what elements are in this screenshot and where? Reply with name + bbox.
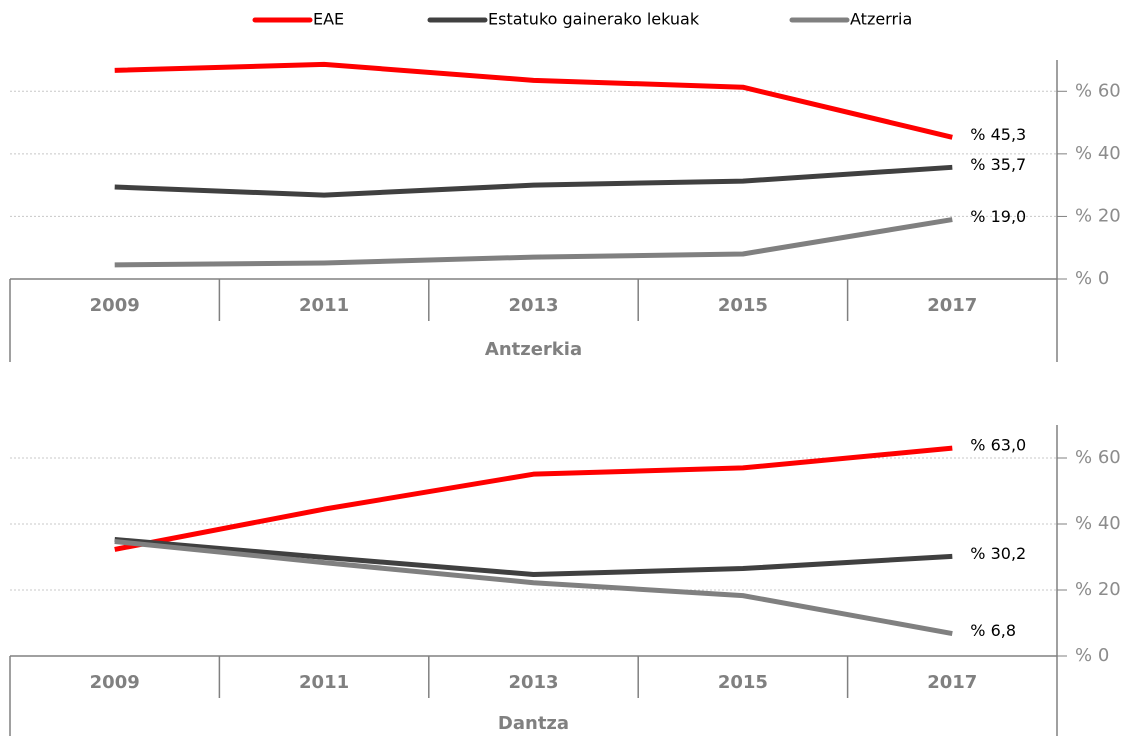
x-tick-label: 2011: [299, 295, 349, 316]
value-label: % 19,0: [970, 207, 1026, 226]
y-tick-label: % 0: [1075, 268, 1109, 289]
x-tick-label: 2015: [718, 672, 768, 693]
series-line: [114, 445, 953, 552]
value-label: % 45,3: [970, 125, 1026, 144]
y-tick-label: % 60: [1075, 80, 1121, 101]
series-line: [114, 164, 953, 198]
value-label: % 30,2: [970, 544, 1026, 563]
legend-label: Atzerria: [850, 10, 912, 29]
group-label: Dantza: [498, 713, 569, 734]
series-line: [114, 539, 953, 637]
y-tick-label: % 20: [1075, 579, 1121, 600]
legend-label: EAE: [313, 10, 344, 29]
series-line: [114, 217, 953, 268]
series-line: [114, 61, 953, 140]
y-tick-label: % 60: [1075, 447, 1121, 468]
value-label: % 35,7: [970, 155, 1026, 174]
legend-label: Estatuko gainerako lekuak: [488, 10, 700, 29]
series-line: [114, 537, 953, 577]
y-tick-label: % 40: [1075, 143, 1121, 164]
x-tick-label: 2017: [927, 295, 977, 316]
x-tick-label: 2011: [299, 672, 349, 693]
value-label: % 63,0: [970, 436, 1026, 455]
x-tick-label: 2017: [927, 672, 977, 693]
value-label: % 6,8: [970, 621, 1016, 640]
y-tick-label: % 0: [1075, 645, 1109, 666]
y-tick-label: % 20: [1075, 205, 1121, 226]
x-tick-label: 2013: [508, 295, 558, 316]
x-tick-label: 2009: [90, 672, 140, 693]
x-tick-label: 2009: [90, 295, 140, 316]
y-tick-label: % 40: [1075, 513, 1121, 534]
group-label: Antzerkia: [485, 339, 582, 360]
x-tick-label: 2015: [718, 295, 768, 316]
x-tick-label: 2013: [508, 672, 558, 693]
